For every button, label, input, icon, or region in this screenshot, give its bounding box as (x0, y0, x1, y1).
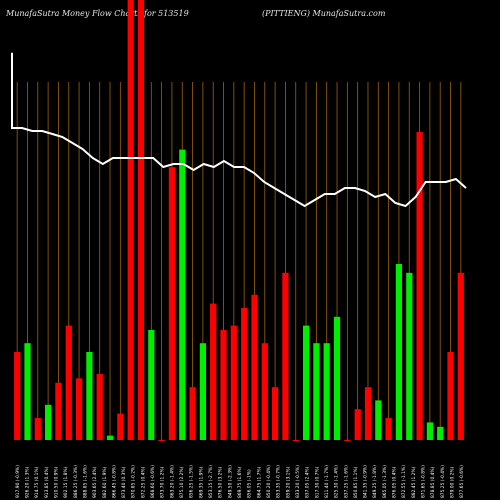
flow-bar (364, 387, 372, 440)
flow-bar (24, 343, 31, 440)
flow-bar (158, 440, 165, 441)
x-tick-label: 877.65 (-0.6%) (459, 465, 465, 498)
x-tick-label: 873.40 (0.3%) (121, 466, 127, 498)
flow-bar (168, 167, 175, 440)
x-tick-label: 902.15 (1.8%) (63, 466, 69, 498)
flow-bar (375, 400, 382, 440)
flow-bar (14, 352, 21, 440)
flow-bar (96, 374, 103, 440)
flow-bar (45, 404, 52, 440)
x-tick-label: 833.20 (-0.5%) (295, 465, 301, 498)
flow-bar (230, 325, 237, 440)
flow-bar (457, 272, 464, 440)
flow-bar (385, 418, 392, 440)
grid-lines (16, 82, 462, 440)
x-tick-label: 837.25 (-1.6%) (343, 465, 349, 498)
x-tick-label: 878.85 (0.4%) (430, 466, 436, 498)
x-tick-label: 817.30 (0.7%) (314, 466, 320, 498)
x-tick-label: 876.05 (0.4%) (392, 466, 398, 498)
x-tick-label: 863.20 (-1.4%) (169, 465, 175, 498)
flow-bar (406, 272, 413, 440)
x-tick-label: 841.35 (-0.9%) (363, 465, 369, 498)
x-tick-label: 856.25 (-1.5%) (189, 465, 195, 498)
x-tick-label: 859.20 (3.1%) (285, 466, 291, 498)
flow-bar (395, 264, 402, 440)
x-tick-label: 849.50 (-2.3%) (227, 465, 233, 498)
x-tick-label: 850.85 (1.1%) (353, 466, 359, 498)
x-tick-label: 875.10 (2.2%) (179, 466, 185, 498)
flow-bar (76, 378, 83, 440)
flow-bar (148, 330, 155, 440)
flow-bar (106, 435, 114, 440)
x-tick-label: 882.45 (1.2%) (411, 466, 417, 498)
chart-header-right: (PITTIENG) MunafaSutra.com (262, 9, 386, 18)
price-line (11, 52, 467, 208)
x-tick-label: 879.00 (0.2%) (450, 466, 456, 498)
x-tick-label: 869.35 (1.9%) (198, 466, 204, 498)
x-tick-label: 811.40 (-1.7%) (324, 465, 330, 498)
flow-bar (416, 132, 423, 440)
x-axis-labels: 917.90 (-0.9%) 926.20 (1.3%) 914.75 (0.1%)… (15, 465, 465, 498)
x-tick-label: 853.35 (-0.7%) (276, 465, 282, 498)
flow-bar (34, 418, 41, 440)
x-tick-label: 849.25 (-1.8%) (372, 465, 378, 498)
flow-bar (313, 343, 320, 440)
x-tick-label: 868.60 (-0.6%) (150, 465, 156, 498)
x-tick-label: 837.05 (2.4%) (305, 466, 311, 498)
flow-bar (55, 382, 62, 440)
flow-bar (210, 303, 217, 440)
x-tick-label: 869.75 (1.6%) (237, 466, 243, 498)
x-tick-label: 886.25 (-0.3%) (73, 465, 79, 498)
flow-bar (282, 272, 289, 440)
flow-bar (303, 325, 310, 440)
x-tick-label: 853.15 (-2.7%) (208, 465, 214, 498)
flow-bar (292, 440, 299, 441)
flow-bar (323, 343, 330, 440)
flow-bar (86, 352, 93, 440)
x-tick-label: 903.65 (2.4%) (92, 466, 98, 498)
x-tick-label: 910.50 (0.9%) (54, 466, 60, 498)
x-tick-label: 913.85 (0.4%) (44, 466, 50, 498)
flow-bar (179, 149, 186, 440)
flow-bar (261, 343, 268, 440)
flow-bar (127, 0, 134, 440)
flow-bar (437, 426, 444, 440)
flow-bar (251, 294, 258, 440)
x-tick-label: 888.85 (-1.6%) (82, 465, 88, 498)
flow-bar (272, 387, 279, 440)
x-tick-label: 865.05 (-1.3%) (382, 465, 388, 498)
x-tick-label: 866.45 (-0.8%) (111, 465, 117, 498)
flow-bar (65, 325, 72, 440)
x-tick-label: 873.70 (1.2%) (160, 466, 166, 498)
flow-bar (189, 387, 196, 440)
x-tick-label: 850.20 (-0.4%) (266, 465, 272, 498)
x-tick-label: 864.75 (1.7%) (256, 466, 262, 498)
x-tick-label: 825.30 (-1.4%) (334, 465, 340, 498)
x-tick-label: 917.90 (-0.9%) (15, 465, 21, 498)
flow-bar (117, 413, 124, 440)
flow-bar (344, 440, 351, 441)
x-tick-label: 875.25 (-0.4%) (440, 465, 446, 498)
x-tick-label: 926.20 (1.3%) (25, 466, 31, 498)
x-tick-label: 872.55 (-1.1%) (401, 465, 407, 498)
chart-header-left: MunafaSutra Money Flow Charts for 513519 (6, 9, 189, 18)
flow-bars (14, 0, 464, 441)
flow-bar (426, 422, 433, 440)
x-tick-label: 914.75 (0.1%) (34, 466, 40, 498)
x-tick-label: 856.05 (-1%) (247, 469, 253, 498)
x-tick-label: 871.65 (-0.8%) (421, 465, 427, 498)
flow-bar (241, 308, 248, 440)
flow-bar (137, 0, 145, 440)
x-tick-label: 882.60 (1.9%) (102, 466, 108, 498)
flow-bar (354, 409, 361, 440)
flow-bar (333, 316, 341, 440)
flow-bar (447, 352, 454, 440)
flow-bar (220, 330, 227, 440)
x-tick-label: 872.25 (0.4%) (140, 466, 146, 498)
flow-bar (199, 343, 206, 440)
x-tick-label: 876.50 (3.2%) (218, 466, 224, 498)
x-tick-label: 870.85 (-0.2%) (131, 465, 137, 498)
